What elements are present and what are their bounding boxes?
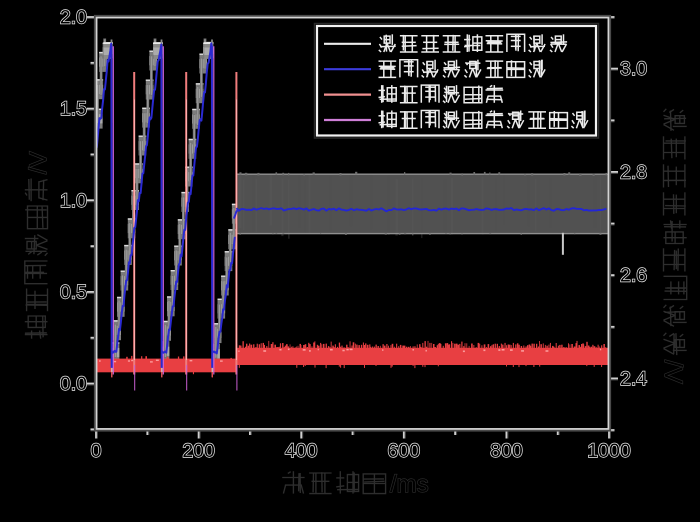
svg-text:0.5: 0.5 <box>60 281 87 303</box>
svg-text:1.0: 1.0 <box>60 190 87 212</box>
svg-text:/V: /V <box>25 151 52 174</box>
svg-text:600: 600 <box>388 440 421 462</box>
svg-text:2.6: 2.6 <box>620 265 647 287</box>
svg-text:2.4: 2.4 <box>620 368 647 390</box>
svg-text:0: 0 <box>91 440 102 462</box>
svg-text:1.5: 1.5 <box>60 98 87 120</box>
svg-text:2.0: 2.0 <box>60 7 87 29</box>
svg-text:400: 400 <box>285 440 318 462</box>
svg-text:/V: /V <box>659 360 687 384</box>
svg-text:0.0: 0.0 <box>60 373 87 395</box>
svg-text:2.8: 2.8 <box>620 161 647 183</box>
svg-text:/ms: /ms <box>390 471 429 498</box>
svg-text:3.0: 3.0 <box>620 58 647 80</box>
svg-text:800: 800 <box>490 440 523 462</box>
svg-text:1000: 1000 <box>587 440 631 462</box>
svg-text:200: 200 <box>182 440 215 462</box>
